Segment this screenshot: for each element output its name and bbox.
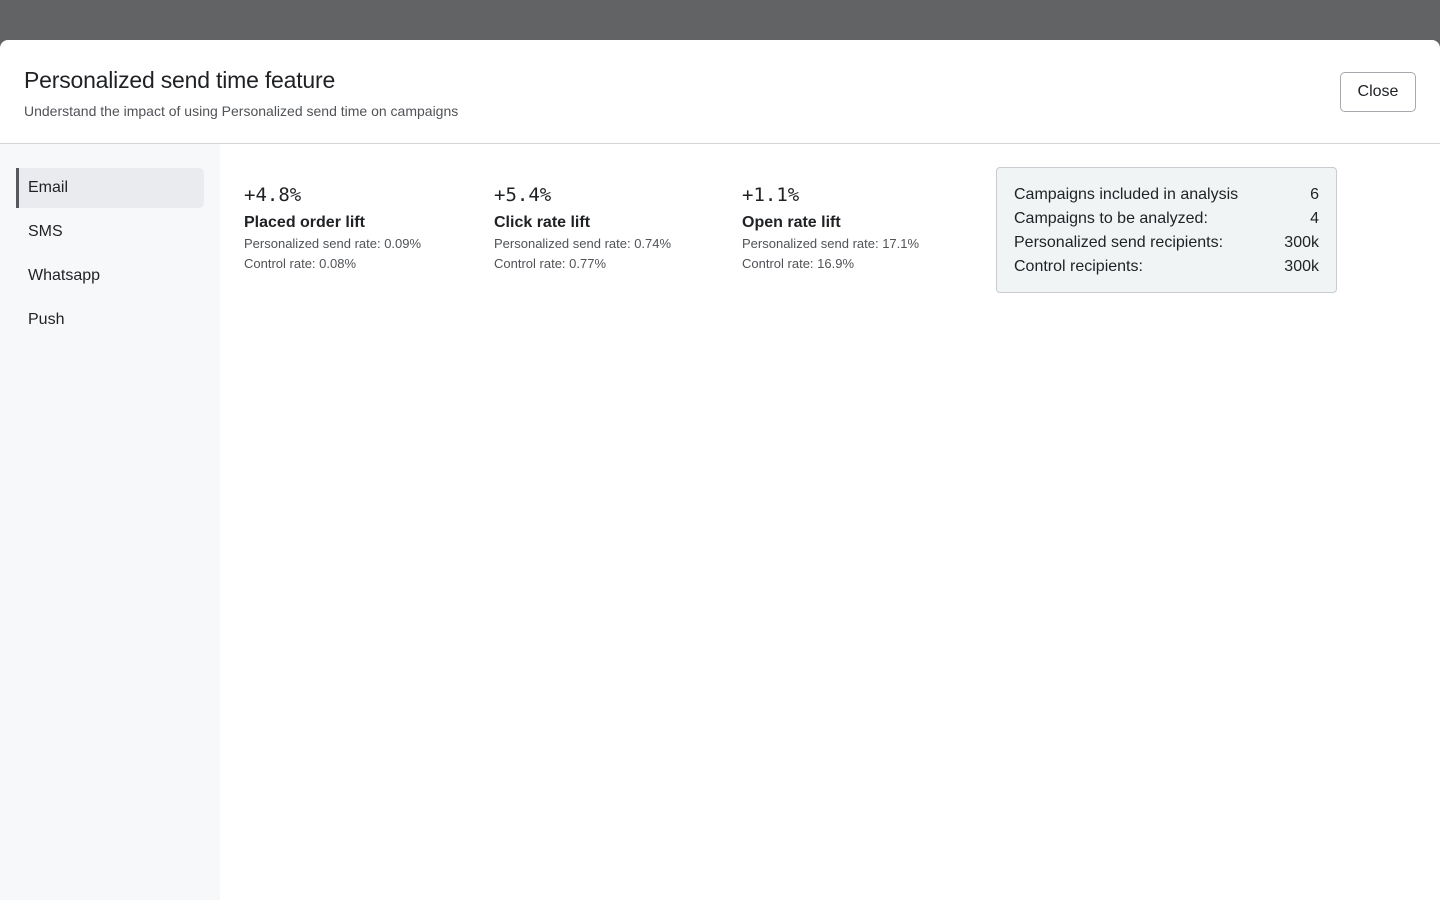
sidebar-item-email[interactable]: Email bbox=[16, 168, 204, 208]
metric-control-rate: Control rate: 16.9% bbox=[742, 256, 855, 271]
page-subtitle: Understand the impact of using Personali… bbox=[24, 103, 459, 119]
summary-row: Campaigns included in analysis 6 bbox=[1014, 183, 1319, 207]
summary-row: Control recipients: 300k bbox=[1014, 255, 1319, 279]
metric-control-rate: Control rate: 0.08% bbox=[244, 256, 357, 271]
metric-personalized-rate: Personalized send rate: 0.74% bbox=[494, 236, 672, 251]
summary-value: 4 bbox=[1310, 210, 1319, 227]
summary-label: Campaigns to be analyzed: bbox=[1014, 210, 1208, 227]
metric-control-rate: Control rate: 0.77% bbox=[494, 256, 607, 271]
summary-label: Personalized send recipients: bbox=[1014, 234, 1224, 251]
metric-label: Open rate lift bbox=[742, 214, 841, 231]
metric-placed-order: +4.8% Placed order lift Personalized sen… bbox=[244, 184, 421, 274]
channel-sidebar: Email SMS Whatsapp Push bbox=[0, 144, 220, 900]
metric-label: Click rate lift bbox=[494, 214, 591, 231]
summary-box: Campaigns included in analysis 6 Campaign… bbox=[996, 167, 1337, 293]
metric-value: +5.4% bbox=[494, 184, 552, 206]
summary-value: 300k bbox=[1284, 234, 1319, 251]
metric-label: Placed order lift bbox=[244, 214, 365, 231]
modal: Personalized send time feature Understan… bbox=[0, 40, 1440, 900]
summary-label: Control recipients: bbox=[1014, 258, 1143, 275]
summary-row: Personalized send recipients: 300k bbox=[1014, 231, 1319, 255]
metric-personalized-rate: Personalized send rate: 0.09% bbox=[244, 236, 422, 251]
sidebar-item-sms[interactable]: SMS bbox=[28, 223, 63, 240]
metric-click-rate: +5.4% Click rate lift Personalized send … bbox=[494, 184, 671, 274]
metric-value: +1.1% bbox=[742, 184, 800, 206]
sidebar-item-push[interactable]: Push bbox=[28, 311, 65, 328]
sidebar-item-whatsapp[interactable]: Whatsapp bbox=[28, 267, 101, 284]
metric-value: +4.8% bbox=[244, 184, 302, 206]
summary-value: 300k bbox=[1284, 258, 1319, 275]
page-title: Personalized send time feature bbox=[24, 67, 336, 93]
close-button[interactable]: Close bbox=[1340, 72, 1416, 112]
metric-personalized-rate: Personalized send rate: 17.1% bbox=[742, 236, 920, 251]
summary-value: 6 bbox=[1310, 186, 1319, 203]
summary-label: Campaigns included in analysis bbox=[1014, 186, 1239, 203]
metric-open-rate: +1.1% Open rate lift Personalized send r… bbox=[742, 184, 919, 274]
modal-header: Personalized send time feature Understan… bbox=[0, 40, 1440, 144]
summary-row: Campaigns to be analyzed: 4 bbox=[1014, 207, 1319, 231]
